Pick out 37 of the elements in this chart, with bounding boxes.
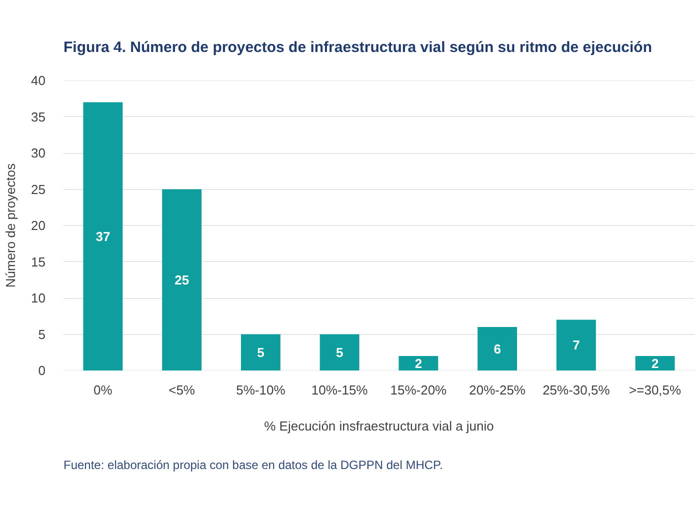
- x-tick-label: 20%-25%: [469, 382, 526, 398]
- bar: [240, 334, 280, 370]
- y-tick-label: 30: [31, 146, 46, 160]
- x-tick-label: 5%-10%: [236, 382, 286, 398]
- data-label: 5: [257, 344, 264, 360]
- bar: [162, 189, 202, 370]
- x-tick-label: 15%-20%: [390, 382, 448, 398]
- y-tick-label: 0: [38, 363, 46, 378]
- bar: [478, 327, 518, 370]
- y-tick-label: 40: [31, 73, 46, 88]
- y-tick-label: 35: [31, 109, 46, 124]
- y-tick-label: 25: [31, 182, 46, 197]
- x-tick-label: 0%: [94, 382, 113, 398]
- x-tick-label: <5%: [168, 382, 196, 398]
- y-tick-label: 20: [31, 218, 46, 233]
- y-axis-title: Número de proyectos: [3, 162, 18, 288]
- y-tick-label: 15: [31, 254, 46, 270]
- bar: [398, 356, 438, 370]
- x-axis-title: % Ejecución insfraestructura vial a junio: [264, 418, 494, 434]
- x-tick-label: >=30,5%: [629, 382, 682, 398]
- data-label: 7: [572, 338, 580, 353]
- y-tick-label: 5: [38, 326, 46, 342]
- y-tick-label: 10: [31, 290, 46, 306]
- data-label: 5: [336, 344, 344, 360]
- data-label: 25: [174, 272, 190, 288]
- bar: [320, 334, 360, 370]
- x-tick-label: 10%-15%: [311, 382, 368, 398]
- bar: [83, 102, 123, 370]
- data-label: 6: [494, 341, 501, 356]
- source-note: Fuente: elaboración propia con base en datos de la DGPPN del MHCP.: [64, 458, 443, 472]
- bar: [556, 320, 596, 370]
- data-label: 2: [414, 356, 422, 371]
- bar: [635, 356, 675, 370]
- data-label: 37: [96, 228, 110, 244]
- data-label: 2: [651, 356, 659, 371]
- x-tick-label: 25%-30,5%: [542, 382, 610, 398]
- chart-title: Figura 4. Número de proyectos de infraestructura vial según su ritmo de ejecución: [64, 39, 652, 56]
